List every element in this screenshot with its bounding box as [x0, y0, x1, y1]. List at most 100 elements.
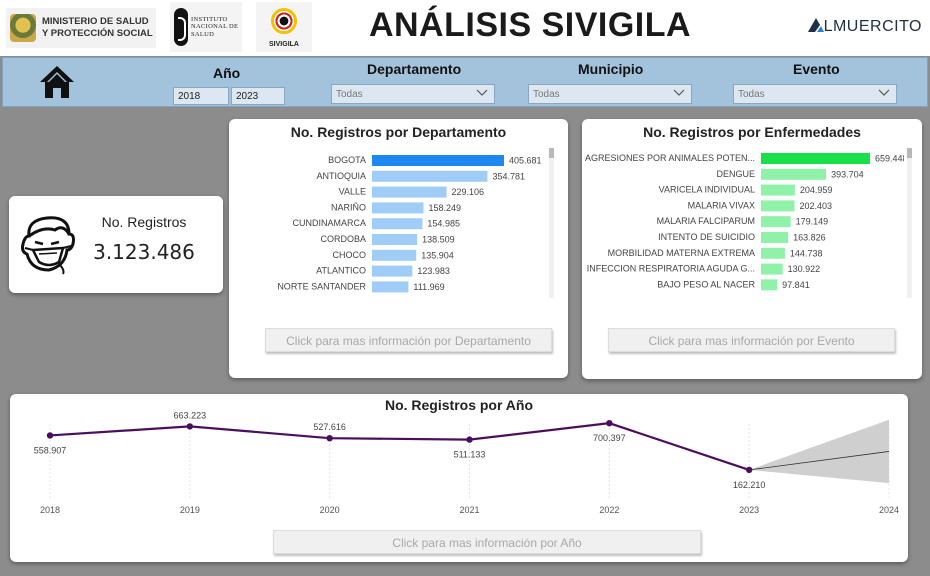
departamento-dropdown-value: Todas: [336, 89, 363, 100]
kpi-label: No. Registros: [101, 214, 187, 230]
colombia-crest-icon: [10, 14, 36, 42]
data-point[interactable]: [606, 419, 613, 427]
x-tick-label: 2018: [40, 505, 60, 515]
year-chart-title: No. Registros por Año: [384, 397, 534, 413]
bar-category-label: MALARIA FALCIPARUM: [657, 216, 755, 226]
data-point[interactable]: [466, 436, 473, 443]
bar-mark[interactable]: [372, 249, 417, 261]
data-value-label: 527.616: [313, 422, 346, 432]
x-tick-label: 2022: [599, 505, 619, 515]
bar-category-label: VALLE: [339, 187, 366, 197]
x-tick-label: 2021: [459, 505, 479, 515]
bar-mark[interactable]: [372, 234, 418, 245]
evento-dropdown-value: Todas: [738, 89, 765, 100]
disease-scrollbar[interactable]: [907, 148, 912, 298]
bar-value-label: 135.904: [421, 250, 454, 260]
brand-text: LMUERCITO: [823, 18, 922, 35]
bar-mark[interactable]: [761, 232, 789, 243]
bar-category-label: CORDOBA: [320, 234, 366, 244]
bar-mark[interactable]: [761, 263, 783, 275]
municipio-filter-label: Municipio: [578, 61, 644, 77]
bar-mark[interactable]: [372, 218, 423, 230]
bar-mark[interactable]: [761, 216, 791, 228]
bar-value-label: 130.922: [788, 264, 821, 274]
data-value-label: 700.397: [593, 433, 626, 443]
bar-mark[interactable]: [372, 186, 447, 198]
dept-scrollbar[interactable]: [549, 148, 554, 298]
bar-category-label: MALARIA VIVAX: [688, 200, 755, 210]
bar-category-label: DENGUE: [716, 169, 755, 179]
bar-value-label: 144.738: [790, 248, 823, 258]
dept-chart-title: No. Registros por Departamento: [290, 124, 507, 140]
year-chart-card: No. Registros por Año 2018 2019 2020 2021 20…: [10, 394, 908, 562]
bar-mark[interactable]: [761, 279, 778, 291]
x-tick-label: 2023: [739, 505, 759, 515]
dept-detail-button[interactable]: Click para mas información por Departame…: [265, 328, 552, 352]
year-to-input[interactable]: 2023: [231, 87, 285, 105]
instituto-logo: INSTITUTO NACIONAL DE SALUD: [170, 2, 242, 52]
data-value-label: 511.133: [454, 450, 486, 460]
data-value-label: 162.210: [733, 480, 766, 490]
bar-mark[interactable]: [372, 265, 413, 277]
series-line: [49, 422, 750, 471]
kpi-card: No. Registros 3.123.486: [9, 196, 223, 293]
disease-chart-card: No. Registros por Enfermedades AGRESIONE…: [582, 119, 922, 379]
bar-value-label: 158.249: [428, 203, 461, 213]
bar-mark[interactable]: [372, 202, 424, 214]
bar-category-label: BOGOTA: [328, 155, 366, 165]
bar-mark[interactable]: [761, 247, 785, 259]
chevron-down-icon: [476, 89, 488, 96]
bar-value-label: 405.681: [509, 156, 542, 166]
brand-triangle-icon: [807, 18, 824, 32]
bar-mark[interactable]: [761, 153, 870, 164]
bar-mark[interactable]: [372, 170, 488, 182]
bar-category-label: VARICELA INDIVIDUAL: [659, 185, 755, 195]
bar-value-label: 123.983: [417, 266, 450, 276]
bar-category-label: NORTE SANTANDER: [277, 281, 366, 291]
bar-category-label: NARIÑO: [331, 202, 366, 212]
data-point[interactable]: [46, 432, 54, 439]
bar-mark[interactable]: [761, 184, 795, 196]
bar-mark[interactable]: [372, 281, 409, 293]
evento-filter-label: Evento: [793, 61, 840, 77]
bar-mark[interactable]: [761, 200, 795, 212]
bar-value-label: 204.959: [800, 185, 833, 195]
page-title: ANÁLISIS SIVIGILA: [368, 6, 692, 44]
bar-category-label: AGRESIONES POR ANIMALES POTEN...: [585, 153, 755, 163]
bar-category-label: CHOCO: [333, 250, 367, 260]
x-tick-label: 2019: [180, 505, 200, 515]
year-from-input[interactable]: 2018: [173, 87, 229, 105]
ministerio-logo: MINISTERIO DE SALUD Y PROTECCIÓN SOCIAL: [6, 8, 156, 48]
sivigila-logo: SIVIGILA: [256, 2, 312, 52]
municipio-dropdown-value: Todas: [533, 89, 560, 100]
data-point[interactable]: [326, 434, 333, 442]
departamento-dropdown[interactable]: Todas: [331, 84, 495, 104]
evento-dropdown[interactable]: Todas: [733, 84, 897, 104]
data-point[interactable]: [186, 423, 194, 430]
bar-value-label: 179.149: [796, 217, 829, 227]
chevron-down-icon: [673, 89, 685, 96]
dept-bar-chart: BOGOTA 405.681 ANTIOQUIA 354.781 VALLE 229.10…: [277, 155, 542, 293]
evento-detail-button[interactable]: Click para mas información por Evento: [608, 328, 895, 352]
bar-value-label: 138.509: [422, 235, 455, 245]
year-filter-label: Año: [213, 65, 241, 81]
dept-chart-card: No. Registros por Departamento BOGOTA 405…: [229, 119, 568, 378]
year-detail-button[interactable]: Click para mas información por Año: [273, 530, 701, 554]
bar-category-label: INTENTO DE SUICIDIO: [658, 232, 755, 242]
home-icon[interactable]: [39, 64, 75, 100]
year-line-chart: 2018 2019 2020 2021 2022 2023 2024 558.907 663.2…: [34, 410, 899, 515]
municipio-dropdown[interactable]: Todas: [528, 84, 692, 104]
scrollbar-thumb[interactable]: [549, 148, 554, 158]
brand-logo: LMUERCITO: [807, 18, 922, 36]
bar-value-label: 229.106: [452, 187, 485, 197]
bar-category-label: ANTIOQUIA: [316, 171, 366, 181]
bar-mark[interactable]: [761, 168, 827, 180]
ministerio-logo-text: MINISTERIO DE SALUD Y PROTECCIÓN SOCIAL: [42, 16, 153, 39]
bar-mark[interactable]: [372, 155, 504, 166]
bar-value-label: 154.985: [427, 219, 460, 229]
bar-value-label: 393.704: [831, 169, 864, 179]
scrollbar-thumb[interactable]: [907, 148, 912, 158]
chevron-down-icon: [878, 89, 890, 96]
bar-value-label: 111.969: [413, 282, 444, 292]
data-point[interactable]: [745, 466, 753, 474]
